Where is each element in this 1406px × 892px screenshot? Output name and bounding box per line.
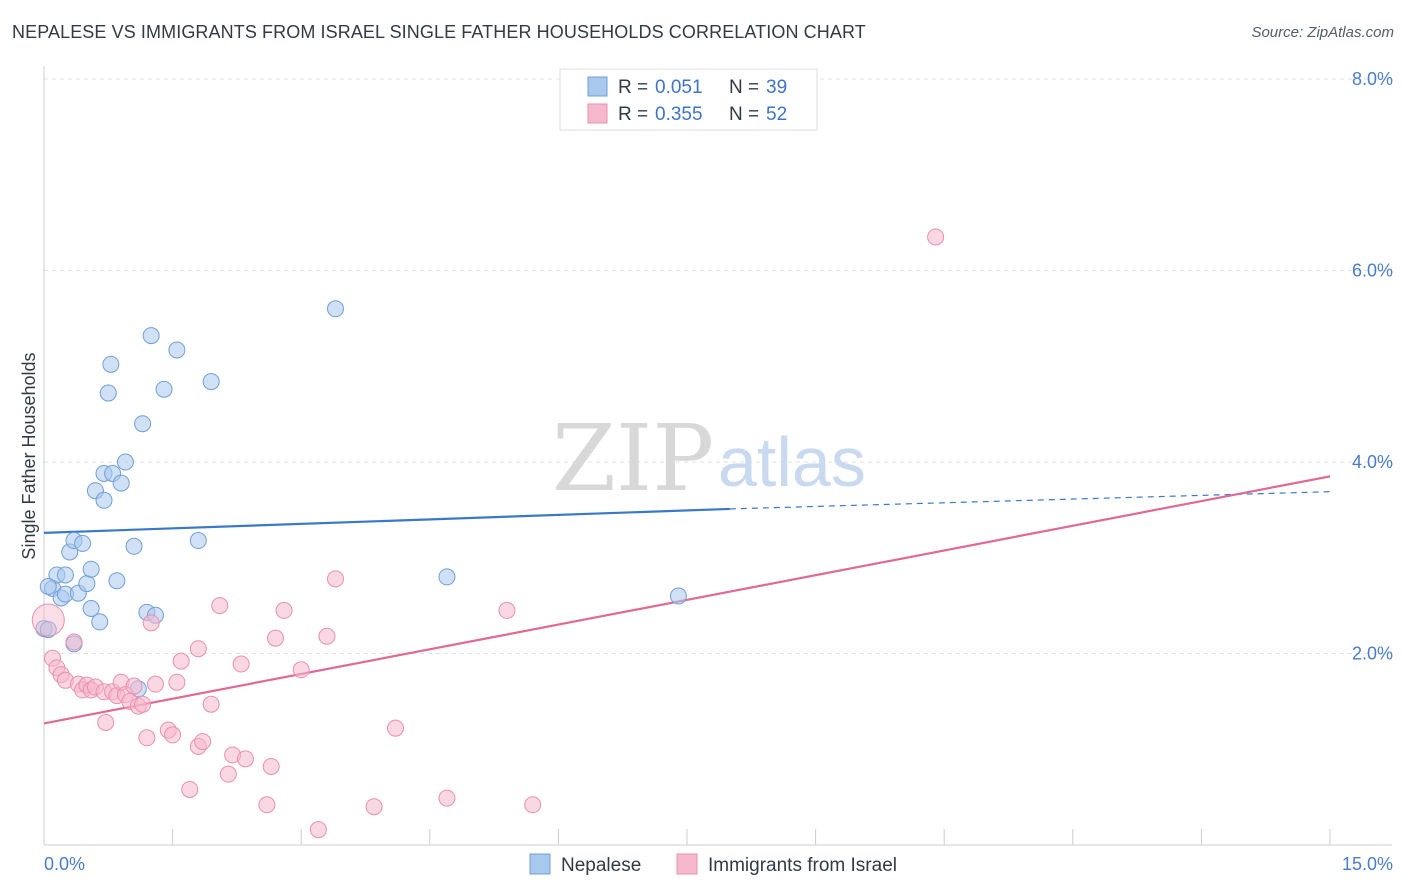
legend-swatch-israel-bottom — [676, 853, 698, 875]
point-0-35 — [438, 568, 456, 586]
stats-legend: R = 0.051 N = 39 R = 0.355 N = 52 — [559, 68, 818, 131]
legend-r-value-0: 0.051 — [655, 77, 703, 98]
point-0-31 — [168, 341, 186, 359]
legend-n-label-0: N = — [729, 77, 759, 98]
point-1-32 — [202, 695, 220, 713]
point-1-20 — [134, 695, 152, 713]
point-1-41 — [275, 601, 293, 619]
y-tick-label-2: 6.0% — [1352, 261, 1393, 281]
trend-lines — [43, 475, 1331, 725]
data-points — [31, 228, 945, 839]
point-1-34 — [219, 765, 237, 783]
point-1-33 — [211, 597, 229, 615]
legend-n-label-1: N = — [729, 104, 759, 125]
axes — [43, 66, 1392, 846]
point-0-17 — [95, 491, 113, 509]
point-1-27 — [172, 652, 190, 670]
legend-swatch-israel — [587, 103, 608, 124]
gridlines — [44, 78, 1392, 654]
legend-n-value-1: 52 — [766, 104, 787, 125]
x-tick-label-max: 15.0% — [1342, 854, 1393, 874]
point-0-28 — [142, 327, 160, 345]
point-1-49 — [498, 601, 516, 619]
legend-r-label-1: R = — [618, 104, 648, 125]
point-1-44 — [318, 627, 336, 645]
point-0-22 — [112, 474, 130, 492]
point-1-43 — [309, 821, 327, 839]
point-1-28 — [181, 780, 199, 798]
legend-r-label-0: R = — [618, 77, 648, 98]
point-0-38 — [39, 621, 57, 639]
point-0-30 — [155, 380, 173, 398]
y-axis-title: Single Father Households — [19, 352, 39, 559]
x-tick-label-min: 0.0% — [44, 854, 85, 874]
legend-r-value-1: 0.355 — [655, 104, 703, 125]
watermark-atlas: atlas — [718, 423, 866, 501]
point-1-40 — [266, 629, 284, 647]
point-1-0 — [31, 603, 65, 637]
point-0-12 — [82, 560, 100, 578]
legend-n-value-0: 39 — [766, 77, 787, 98]
point-0-37 — [39, 577, 57, 595]
trend-line-0 — [43, 507, 730, 534]
point-0-24 — [125, 537, 143, 555]
series-1 — [31, 228, 945, 839]
point-0-10 — [74, 534, 92, 552]
point-1-31 — [194, 733, 212, 751]
y-tick-label-3: 8.0% — [1352, 69, 1393, 89]
point-1-47 — [387, 719, 405, 737]
legend-label-nepalese: Nepalese — [561, 855, 641, 876]
point-1-38 — [258, 796, 276, 814]
point-0-19 — [102, 355, 120, 373]
series-legend: Nepalese Immigrants from Israel — [529, 853, 897, 876]
point-0-13 — [82, 599, 100, 617]
point-0-23 — [116, 453, 134, 471]
source-label: Source: ZipAtlas.com — [1251, 24, 1394, 41]
point-1-46 — [365, 798, 383, 816]
y-tick-label-0: 2.0% — [1352, 644, 1393, 664]
point-1-29 — [189, 640, 207, 658]
point-0-5 — [56, 566, 74, 584]
point-1-21 — [138, 729, 156, 747]
point-0-21 — [108, 572, 126, 590]
point-1-36 — [232, 655, 250, 673]
y-tick-label-1: 4.0% — [1352, 452, 1393, 472]
point-1-23 — [146, 675, 164, 693]
point-0-33 — [202, 373, 220, 391]
legend-swatch-nepalese-bottom — [529, 853, 551, 875]
trend-line-1 — [43, 475, 1331, 725]
point-1-22 — [142, 614, 160, 632]
chart-title: NEPALESE VS IMMIGRANTS FROM ISRAEL SINGL… — [12, 22, 866, 42]
point-1-37 — [236, 750, 254, 768]
point-0-34 — [326, 300, 344, 318]
point-1-51 — [927, 228, 945, 246]
point-1-5 — [65, 633, 83, 651]
legend-label-israel: Immigrants from Israel — [708, 855, 897, 876]
point-1-12 — [97, 713, 115, 731]
point-1-42 — [292, 661, 310, 679]
point-1-39 — [262, 757, 280, 775]
point-1-45 — [326, 570, 344, 588]
point-0-15 — [91, 613, 109, 631]
point-1-50 — [524, 796, 542, 814]
point-1-18 — [125, 677, 143, 695]
point-0-18 — [99, 384, 117, 402]
point-0-32 — [189, 532, 207, 550]
point-1-25 — [164, 726, 182, 744]
point-0-36 — [669, 587, 687, 605]
point-0-11 — [78, 575, 96, 593]
legend-swatch-nepalese — [587, 76, 608, 97]
series-0 — [35, 300, 687, 698]
point-1-26 — [168, 673, 186, 691]
watermark-zip: ZIP — [552, 405, 714, 512]
point-0-26 — [134, 415, 152, 433]
point-1-48 — [438, 789, 456, 807]
y-tick-labels: 2.0% 4.0% 6.0% 8.0% — [1352, 69, 1393, 664]
